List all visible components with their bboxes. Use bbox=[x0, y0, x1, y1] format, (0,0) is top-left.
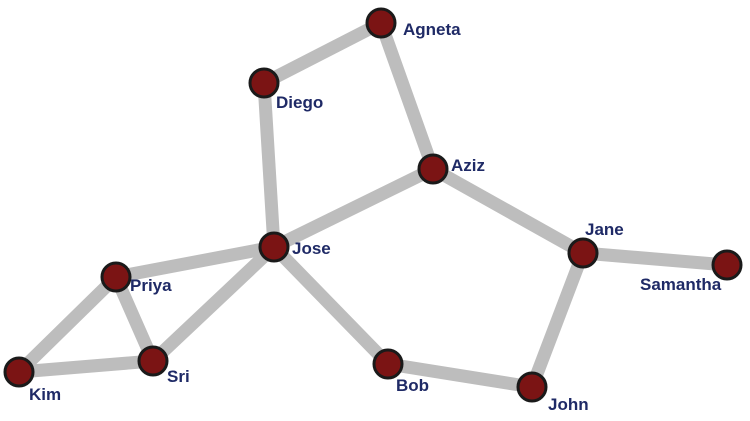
edge-jose-priya bbox=[109, 240, 281, 284]
edge-jane-john bbox=[525, 246, 590, 394]
edge-aziz-jane bbox=[426, 162, 590, 260]
node-label-john: John bbox=[548, 395, 589, 414]
edge-agneta-aziz bbox=[374, 16, 440, 176]
node-label-priya: Priya bbox=[130, 276, 172, 295]
edge-bob-jose bbox=[267, 240, 395, 371]
node-kim bbox=[3, 356, 35, 388]
edge-diego-jose bbox=[257, 76, 281, 254]
node-label-agneta: Agneta bbox=[403, 20, 461, 39]
node-aziz bbox=[417, 153, 449, 185]
edges-layer bbox=[12, 16, 734, 394]
edge-kim-sri bbox=[12, 354, 160, 379]
edge-john-bob bbox=[381, 357, 539, 394]
node-agneta bbox=[365, 7, 397, 39]
node-label-jose: Jose bbox=[292, 239, 331, 258]
node-john bbox=[516, 371, 548, 403]
node-label-aziz: Aziz bbox=[451, 156, 485, 175]
node-samantha bbox=[711, 249, 743, 281]
node-bob bbox=[372, 348, 404, 380]
node-jose bbox=[258, 231, 290, 263]
edge-jose-sri bbox=[146, 240, 281, 368]
node-jane bbox=[567, 237, 599, 269]
node-label-kim: Kim bbox=[29, 385, 61, 404]
edge-jose-aziz bbox=[267, 162, 440, 254]
edge-diego-agneta bbox=[257, 16, 388, 90]
node-label-jane: Jane bbox=[585, 220, 624, 239]
nodes-layer bbox=[3, 7, 743, 403]
node-label-diego: Diego bbox=[276, 93, 323, 112]
edge-priya-kim bbox=[12, 270, 123, 379]
node-label-bob: Bob bbox=[396, 376, 429, 395]
node-label-sri: Sri bbox=[167, 367, 190, 386]
node-sri bbox=[137, 345, 169, 377]
node-diego bbox=[248, 67, 280, 99]
edge-jane-samantha bbox=[576, 246, 734, 272]
node-priya bbox=[100, 261, 132, 293]
labels-layer: Agneta Diego Aziz Jose Jane Samantha Priya Sri K… bbox=[29, 20, 722, 414]
node-label-samantha: Samantha bbox=[640, 275, 722, 294]
